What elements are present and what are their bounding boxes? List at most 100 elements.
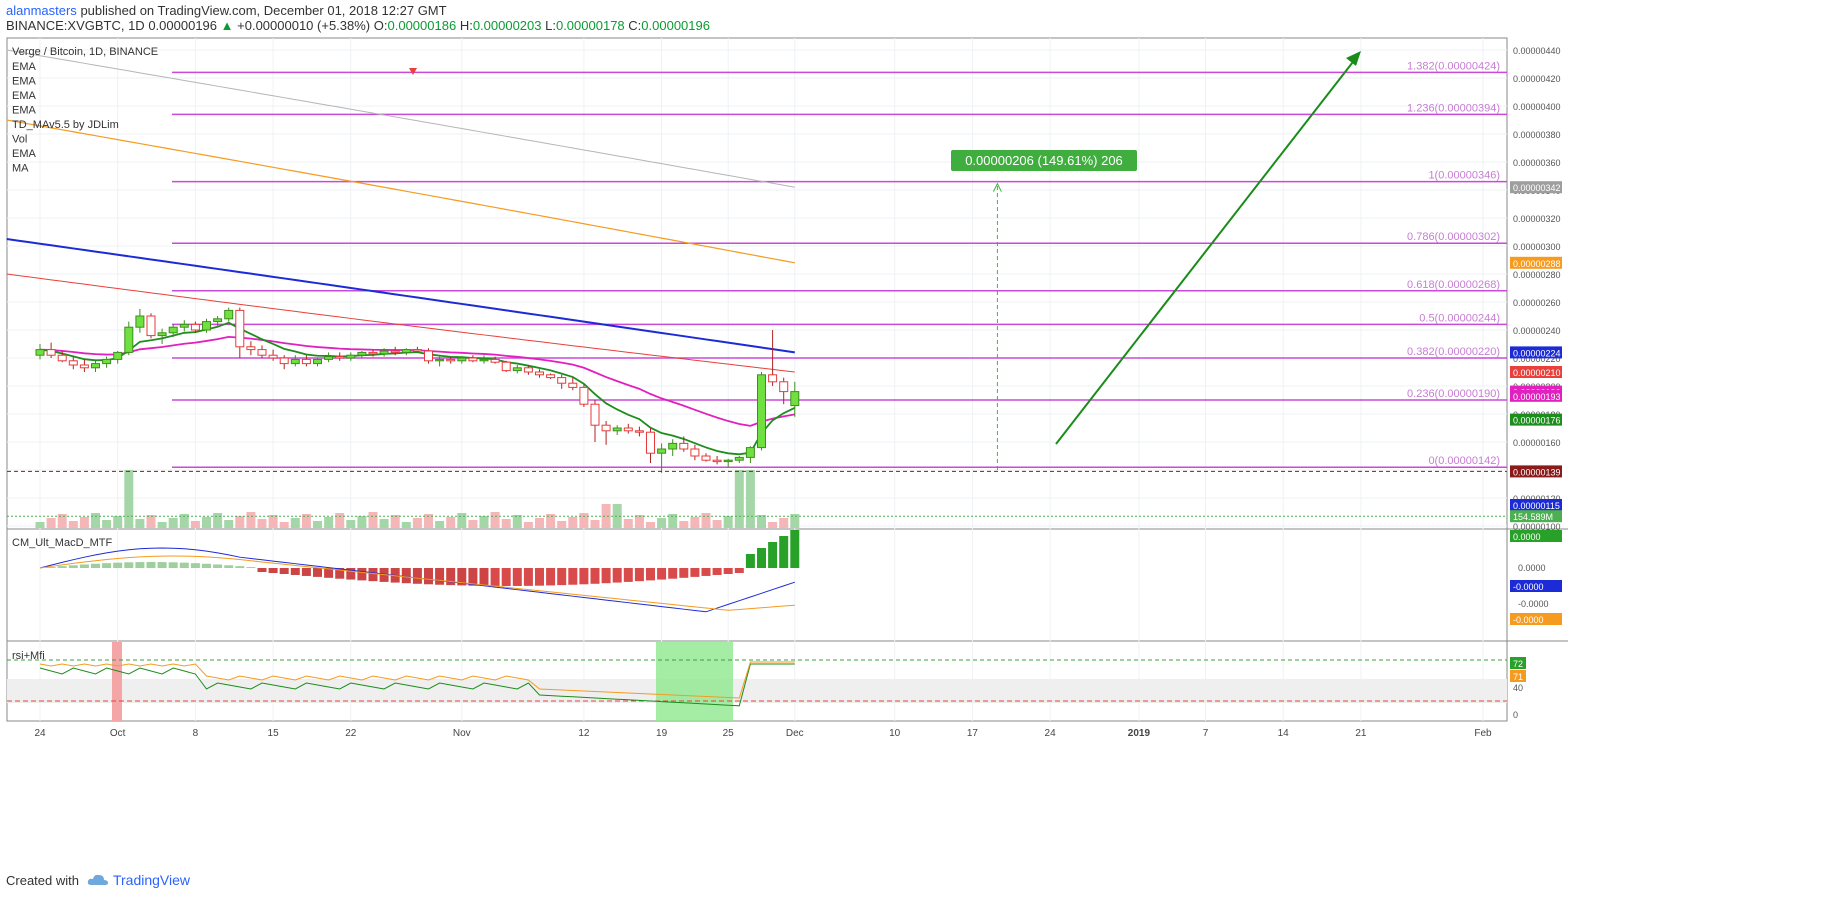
candle-body: [512, 367, 522, 372]
macd-histogram-bar: [501, 568, 511, 586]
candle-body: [68, 360, 78, 366]
macd-value-tag: [1510, 530, 1562, 542]
volume-bar: [745, 470, 755, 528]
volume-bar: [202, 517, 211, 528]
volume-bar: [301, 514, 311, 528]
volume-bar: [102, 520, 112, 528]
volume-bar: [790, 514, 800, 528]
macd-histogram-bar: [268, 568, 278, 573]
time-tick-label: 15: [268, 728, 280, 739]
legend-title: Verge / Bitcoin, 1D, BINANCE: [12, 46, 158, 58]
macd-histogram-bar: [535, 568, 544, 586]
volume-bar: [757, 515, 766, 528]
candle-body: [102, 358, 112, 365]
change-arrow-icon: ▲: [220, 18, 234, 33]
macd-histogram-bar: [723, 568, 733, 574]
macd-value-tag: [1510, 613, 1562, 625]
price-tick-label: 0.00000380: [1513, 130, 1561, 140]
candle-body: [268, 354, 278, 359]
candle-body: [723, 459, 733, 463]
volume-bar: [712, 520, 722, 528]
fib-level-label: 0.5(0.00000244): [1419, 312, 1500, 324]
open-value: 0.00000186: [387, 18, 457, 33]
volume-bar: [257, 519, 267, 528]
volume-bar: [235, 516, 245, 528]
candle-body: [157, 332, 167, 337]
macd-histogram-bar: [468, 568, 478, 586]
volume-bar: [213, 513, 223, 528]
macd-histogram-bar: [523, 568, 533, 586]
macd-histogram-bar: [68, 565, 78, 568]
publish-header: alanmasters published on TradingView.com…: [6, 3, 447, 18]
volume-bar: [479, 516, 489, 528]
macd-histogram-bar: [224, 565, 234, 568]
volume-bar: [723, 516, 733, 528]
macd-histogram-bar: [401, 568, 411, 584]
price-tick-label: 0.00000160: [1513, 438, 1561, 448]
ema-red-line: [6, 273, 795, 373]
volume-bar: [379, 519, 389, 528]
candle-body: [590, 403, 600, 426]
macd-histogram-bar: [79, 564, 89, 568]
price-tag-label: 0.00000193: [1513, 392, 1561, 402]
ema-blue-line: [6, 238, 795, 354]
time-tick-label: Dec: [786, 728, 804, 739]
candle-body: [79, 364, 89, 369]
volume-bar: [612, 504, 622, 528]
macd-histogram-bar: [612, 568, 622, 583]
volume-bar: [113, 516, 123, 528]
macd-histogram-bar: [113, 562, 123, 568]
candle-body: [701, 455, 711, 461]
low-value: 0.00000178: [555, 18, 625, 33]
fib-level-label: 0(0.00000142): [1428, 455, 1500, 467]
candle-body: [346, 354, 356, 359]
price-tick-label: 0.00000400: [1513, 102, 1561, 112]
rsi-value-tag: [1510, 657, 1526, 669]
volume-bar: [446, 517, 456, 528]
price-tick-label: 0.00000420: [1513, 74, 1561, 84]
price-tick-label: 0.00000220: [1513, 354, 1561, 364]
macd-histogram-bar: [512, 568, 522, 586]
macd-histogram-bar: [757, 548, 766, 568]
macd-histogram-bar: [590, 568, 600, 584]
fib-level-label: 1(0.00000346): [1428, 170, 1500, 182]
macd-histogram-bar: [124, 562, 134, 568]
candle-body: [623, 427, 633, 432]
tradingview-logo[interactable]: TradingView: [87, 872, 190, 888]
macd-histogram-bar: [734, 568, 744, 573]
author-link[interactable]: alanmasters: [6, 3, 77, 18]
price-tag: [1510, 346, 1562, 359]
volume-bar: [346, 520, 356, 528]
candle-body: [668, 442, 678, 450]
candle-body: [390, 350, 400, 353]
candle-body: [146, 315, 156, 337]
candle-body: [46, 349, 56, 356]
volume-bar: [146, 515, 156, 528]
price-tag: [1510, 465, 1562, 478]
fib-level-label: 0.382(0.00000220): [1407, 346, 1500, 358]
candle-body: [401, 349, 411, 353]
legend-item: TD_MAv5.5 by JDLim: [12, 119, 119, 131]
candle-body: [745, 447, 755, 458]
price-change: +0.00000010 (+5.38%): [237, 18, 371, 33]
chart-svg[interactable]: 0.00000440 0.00000420 0.00000400 0.00000380…: [0, 0, 1828, 870]
volume-bar: [124, 470, 134, 528]
legend-item: Vol: [12, 134, 27, 146]
macd-histogram-bar: [279, 568, 289, 574]
candle-body: [501, 361, 511, 372]
close-label: C:: [628, 18, 642, 33]
measure-arrowhead: [992, 182, 1002, 192]
macd-histogram-bar: [190, 563, 200, 568]
price-tag: [1510, 181, 1562, 194]
volume-bar: [501, 519, 511, 528]
macd-histogram-bar: [568, 568, 578, 585]
volume-bar: [623, 519, 633, 528]
time-tick-label: 25: [723, 728, 735, 739]
time-tick-label: 10: [889, 728, 901, 739]
time-tick-label: 12: [578, 728, 590, 739]
macd-histogram-bar: [712, 568, 722, 575]
candle-body: [646, 431, 655, 454]
price-tick-label: 0.00000320: [1513, 214, 1561, 224]
candle-body: [57, 354, 67, 362]
time-tick-label: 2019: [1128, 728, 1151, 739]
